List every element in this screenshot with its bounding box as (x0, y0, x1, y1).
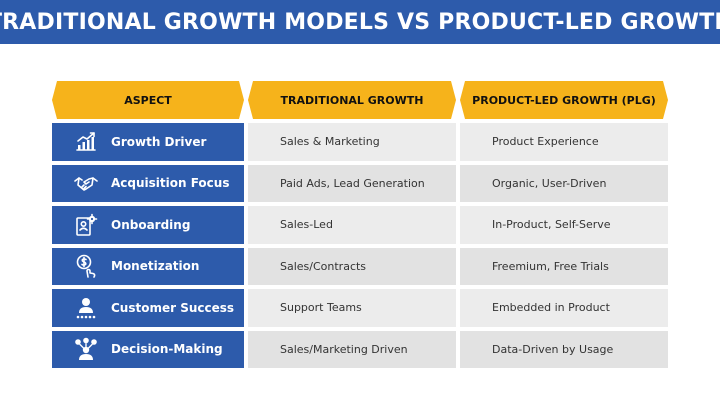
table-row: Customer Success Support Teams Embedded … (52, 289, 668, 327)
traditional-cell: Paid Ads, Lead Generation (248, 164, 456, 202)
customer-rating-icon (74, 296, 98, 320)
traditional-cell: Sales & Marketing (248, 123, 456, 161)
aspect-cell: Growth Driver (52, 123, 244, 161)
traditional-cell: Support Teams (248, 289, 456, 327)
plg-cell: Organic, User-Driven (460, 164, 668, 202)
plg-cell: Product Experience (460, 123, 668, 161)
traditional-cell: Sales-Led (248, 206, 456, 244)
onboarding-gear-icon (74, 213, 98, 237)
traditional-cell: Sales/Marketing Driven (248, 330, 456, 368)
header-traditional: TRADITIONAL GROWTH (248, 81, 456, 119)
table-row: Decision-Making Sales/Marketing Driven D… (52, 330, 668, 368)
table-row: Growth Driver Sales & Marketing Product … (52, 123, 668, 161)
table-row: Monetization Sales/Contracts Freemium, F… (52, 247, 668, 285)
aspect-cell: Acquisition Focus (52, 164, 244, 202)
aspect-label: Customer Success (111, 300, 235, 315)
aspect-label: Monetization (111, 259, 200, 274)
handshake-icon (74, 171, 98, 195)
growth-chart-icon (74, 130, 98, 154)
aspect-cell: Monetization (52, 247, 244, 285)
dollar-touch-icon (74, 254, 98, 279)
table-row: Onboarding Sales-Led In-Product, Self-Se… (52, 206, 668, 244)
aspect-cell: Customer Success (52, 289, 244, 327)
plg-cell: Data-Driven by Usage (460, 330, 668, 368)
aspect-label: Decision-Making (111, 342, 223, 357)
traditional-cell: Sales/Contracts (248, 247, 456, 285)
table-row: Acquisition Focus Paid Ads, Lead Generat… (52, 164, 668, 202)
decision-person-icon (74, 337, 98, 361)
plg-cell: In-Product, Self-Serve (460, 206, 668, 244)
table-header-row: ASPECT TRADITIONAL GROWTH PRODUCT-LED GR… (52, 81, 668, 119)
aspect-cell: Decision-Making (52, 330, 244, 368)
header-aspect: ASPECT (52, 81, 244, 119)
page-title: TRADITIONAL GROWTH MODELS VS PRODUCT-LED… (0, 9, 720, 35)
aspect-label: Acquisition Focus (111, 176, 230, 191)
aspect-label: Onboarding (111, 217, 191, 232)
aspect-label: Growth Driver (111, 134, 207, 149)
plg-cell: Freemium, Free Trials (460, 247, 668, 285)
header-plg: PRODUCT-LED GROWTH (PLG) (460, 81, 668, 119)
comparison-table: ASPECT TRADITIONAL GROWTH PRODUCT-LED GR… (52, 81, 668, 372)
plg-cell: Embedded in Product (460, 289, 668, 327)
title-bar: TRADITIONAL GROWTH MODELS VS PRODUCT-LED… (0, 0, 720, 44)
aspect-cell: Onboarding (52, 206, 244, 244)
